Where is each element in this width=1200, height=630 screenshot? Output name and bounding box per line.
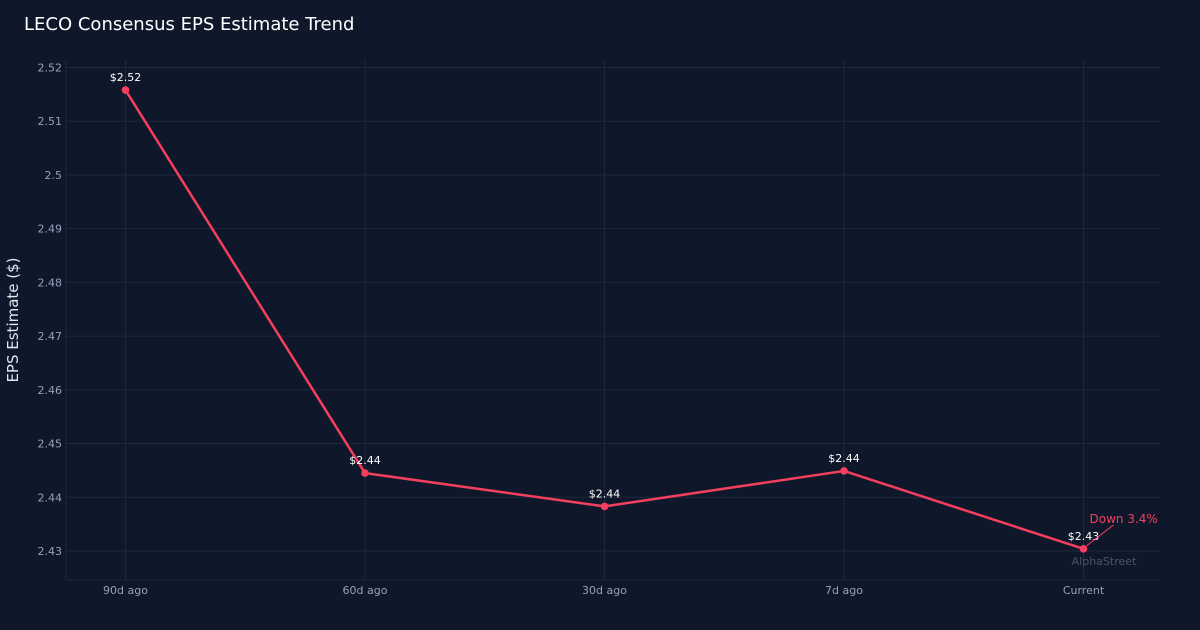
eps-data-label: $2.44 — [349, 454, 381, 467]
data-label-layer: $2.52 $2.44 $2.44 $2.44 $2.43 — [110, 71, 1100, 543]
y-tick-label: 2.51 — [38, 115, 63, 128]
chart-title: LECO Consensus EPS Estimate Trend — [24, 14, 354, 35]
grid-layer — [66, 60, 1160, 580]
watermark-label: AlphaStreet — [1072, 555, 1137, 568]
y-tick-label: 2.46 — [38, 384, 63, 397]
eps-data-point — [361, 469, 369, 477]
x-tick-label: Current — [1063, 584, 1105, 597]
x-tick-label: 90d ago — [103, 584, 148, 597]
eps-data-point — [121, 86, 130, 94]
x-tick-label: 30d ago — [582, 584, 627, 597]
y-tick-label: 2.45 — [38, 438, 63, 451]
y-tick-label: 2.43 — [38, 545, 63, 558]
y-tick-label: 2.48 — [38, 276, 63, 289]
eps-data-label: $2.43 — [1068, 530, 1100, 543]
y-tick-label: 2.47 — [38, 330, 63, 343]
annotation-leader-line — [1086, 524, 1114, 547]
annotation-label: Down 3.4% — [1090, 512, 1158, 526]
eps-data-point — [1079, 545, 1088, 553]
y-tick-label: 2.5 — [45, 169, 63, 182]
y-tick-label: 2.52 — [38, 62, 63, 75]
series-layer — [121, 86, 1088, 553]
y-tick-label: 2.49 — [38, 223, 63, 236]
eps-data-label: $2.52 — [110, 71, 142, 84]
eps-data-label: $2.44 — [828, 452, 860, 465]
y-axis-title: EPS Estimate ($) — [4, 257, 22, 382]
eps-data-label: $2.44 — [589, 487, 621, 500]
axis-layer: 2.43 2.44 2.45 2.46 2.47 2.48 2.49 2.5 2.51 2.52 9… — [38, 60, 1160, 597]
x-tick-label: 60d ago — [343, 584, 388, 597]
y-tick-label: 2.44 — [38, 491, 63, 504]
x-tick-label: 7d ago — [825, 584, 863, 597]
eps-data-point — [840, 467, 848, 475]
eps-data-point — [600, 502, 609, 511]
